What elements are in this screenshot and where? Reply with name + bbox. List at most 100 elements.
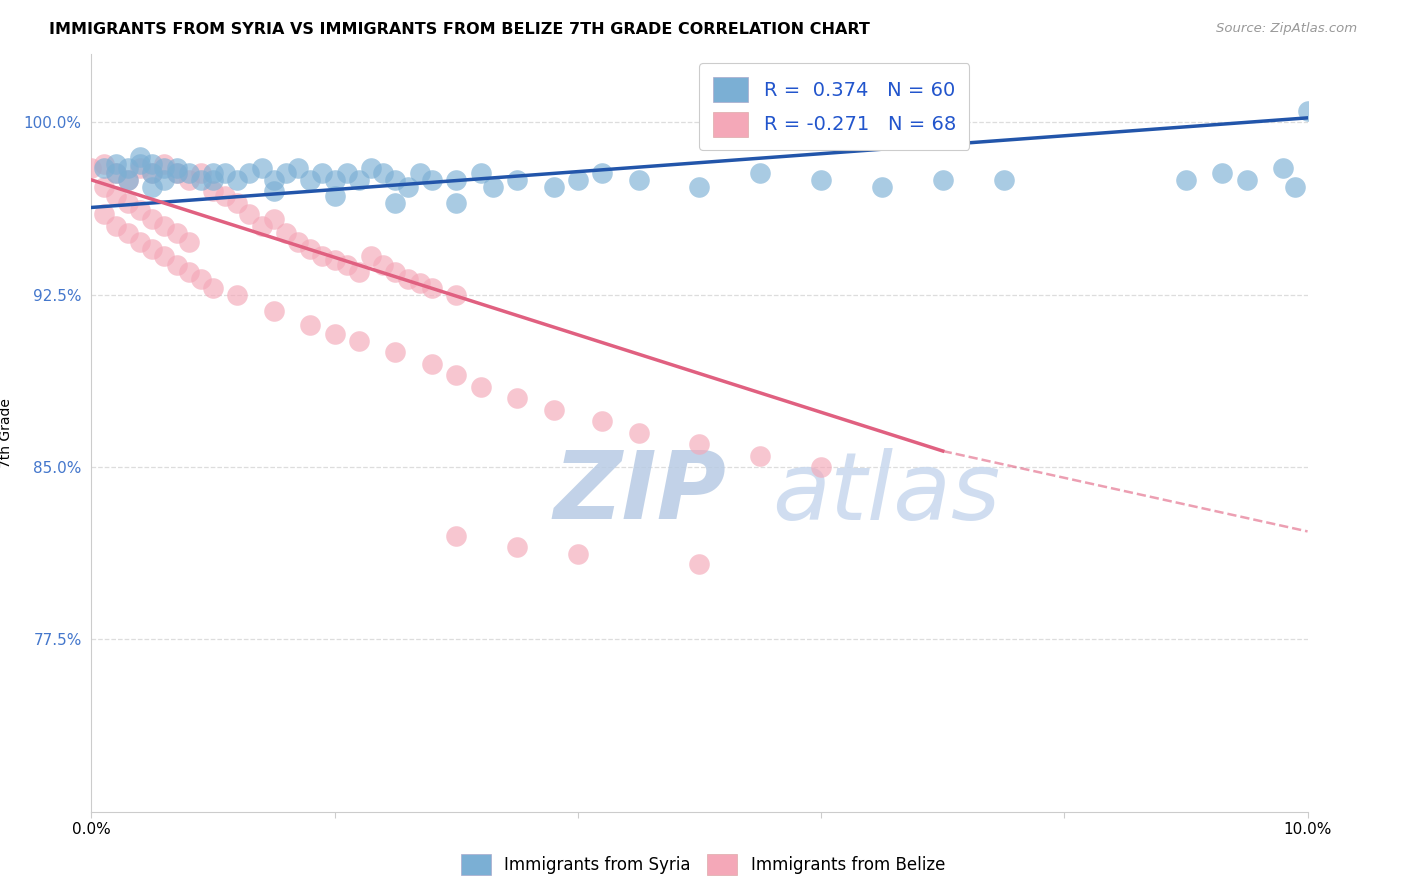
Point [543,402,565,417]
Point [166,166,188,180]
Point [166,166,188,180]
Point [384,265,406,279]
Point [93,157,115,171]
Point [226,173,249,187]
Point [810,460,832,475]
Point [129,202,152,217]
Point [591,414,613,428]
Point [238,166,260,180]
Point [177,166,200,180]
Point [153,219,176,233]
Point [420,281,443,295]
Point [396,271,419,285]
Point [117,173,139,187]
Point [481,179,503,194]
Point [1174,173,1197,187]
Point [396,179,419,194]
Point [810,173,832,187]
Point [263,211,285,226]
Point [870,179,893,194]
Point [141,157,163,171]
Point [166,258,188,272]
Point [166,161,188,176]
Point [190,271,212,285]
Point [141,242,163,256]
Point [214,189,236,203]
Point [444,287,467,301]
Text: Source: ZipAtlas.com: Source: ZipAtlas.com [1216,22,1357,36]
Point [749,166,772,180]
Point [444,529,467,543]
Point [360,161,382,176]
Point [1211,166,1233,180]
Point [250,219,273,233]
Point [226,195,249,210]
Point [931,173,953,187]
Point [104,166,127,180]
Point [470,166,492,180]
Point [470,379,492,393]
Point [323,253,346,268]
Point [347,173,370,187]
Y-axis label: 7th Grade: 7th Grade [0,398,13,467]
Point [299,242,322,256]
Point [214,166,236,180]
Point [141,166,163,180]
Point [323,326,346,341]
Legend: Immigrants from Syria, Immigrants from Belize: Immigrants from Syria, Immigrants from B… [453,846,953,884]
Point [384,345,406,359]
Point [104,189,127,203]
Point [1236,173,1258,187]
Point [373,258,395,272]
Point [627,425,650,440]
Point [567,173,589,187]
Point [444,195,467,210]
Point [141,211,163,226]
Point [202,173,225,187]
Point [129,150,152,164]
Point [177,235,200,249]
Point [688,557,710,571]
Point [129,161,152,176]
Point [420,173,443,187]
Point [444,173,467,187]
Point [117,173,139,187]
Point [177,265,200,279]
Point [117,195,139,210]
Point [287,161,309,176]
Point [749,449,772,463]
Point [274,226,297,240]
Point [543,179,565,194]
Point [336,166,359,180]
Point [238,207,260,221]
Point [993,173,1015,187]
Text: IMMIGRANTS FROM SYRIA VS IMMIGRANTS FROM BELIZE 7TH GRADE CORRELATION CHART: IMMIGRANTS FROM SYRIA VS IMMIGRANTS FROM… [49,22,870,37]
Point [688,179,710,194]
Legend: R =  0.374   N = 60, R = -0.271   N = 68: R = 0.374 N = 60, R = -0.271 N = 68 [699,63,970,150]
Point [506,173,529,187]
Point [274,166,297,180]
Point [202,185,225,199]
Point [117,226,139,240]
Point [190,166,212,180]
Point [202,166,225,180]
Point [287,235,309,249]
Point [263,173,285,187]
Point [409,277,432,291]
Point [190,173,212,187]
Point [250,161,273,176]
Point [409,166,432,180]
Point [153,157,176,171]
Point [80,161,103,176]
Point [360,249,382,263]
Point [153,249,176,263]
Point [1296,103,1319,118]
Point [299,173,322,187]
Text: atlas: atlas [772,448,1001,539]
Point [93,161,115,176]
Point [153,173,176,187]
Point [129,235,152,249]
Point [93,179,115,194]
Point [444,368,467,383]
Point [591,166,613,180]
